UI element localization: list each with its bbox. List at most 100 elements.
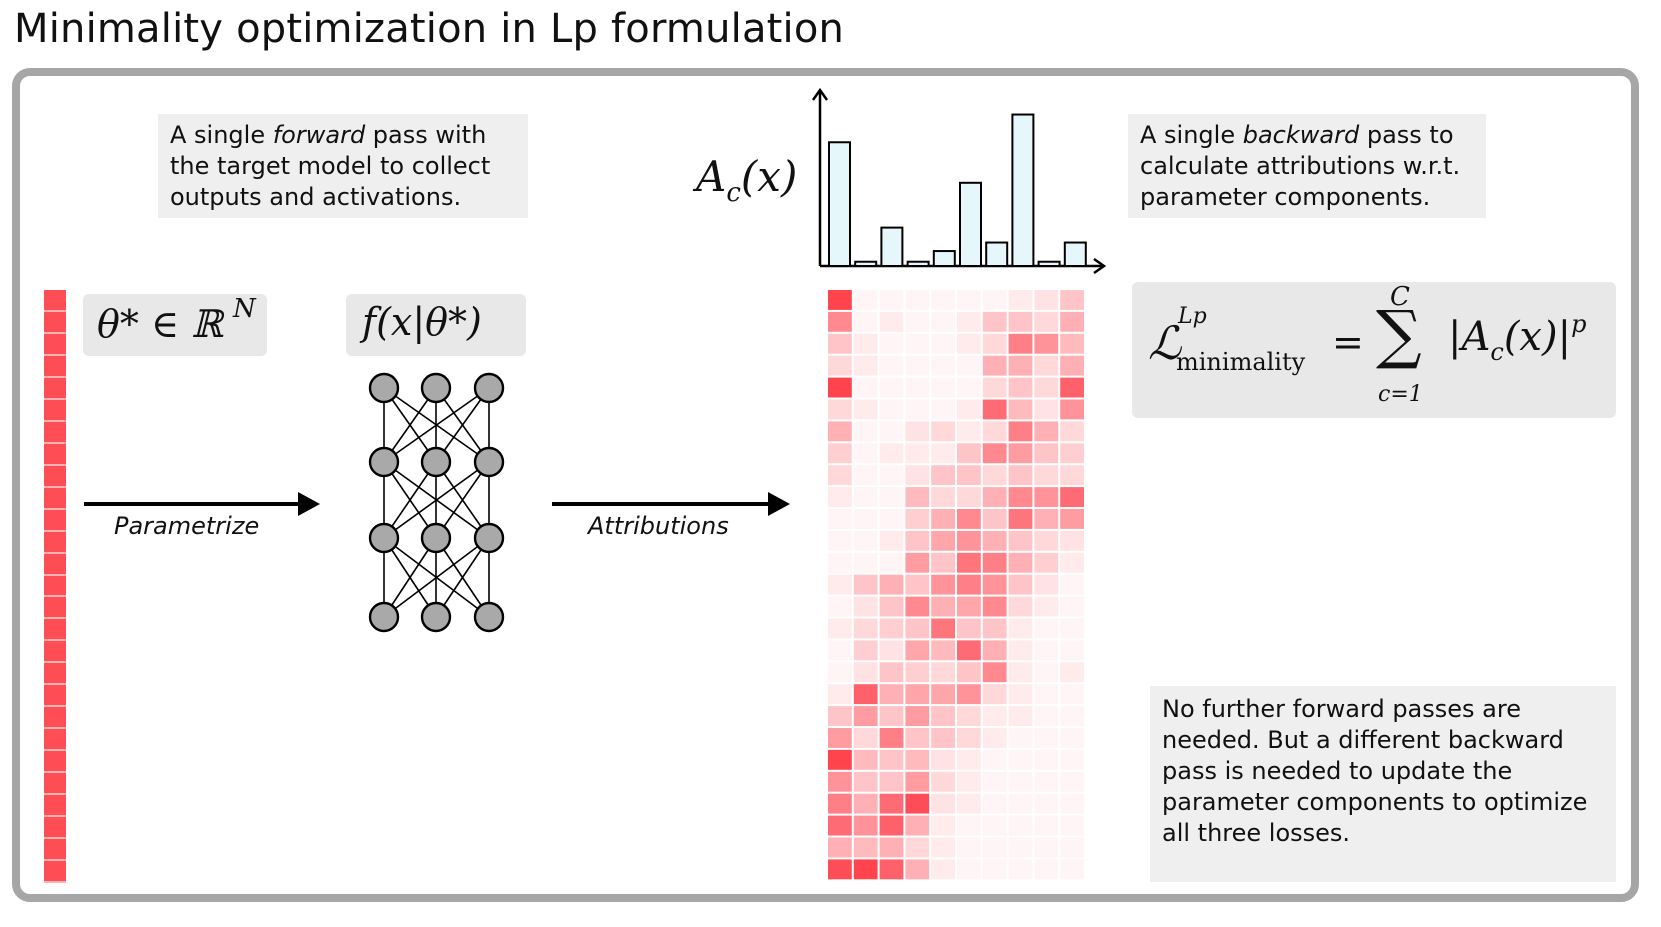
heatmap-cell [957, 311, 981, 332]
heatmap-cell [1060, 487, 1084, 507]
heatmap-cell [982, 399, 1007, 420]
heatmap-cell [905, 749, 930, 770]
heatmap-cell [1060, 399, 1084, 420]
heatmap-cell [1060, 684, 1084, 705]
heatmap-cell [931, 311, 955, 332]
heatmap-cell [828, 771, 852, 792]
parameter-cell [44, 355, 66, 378]
heatmap-cell [1008, 399, 1033, 420]
heatmap-cell [1008, 749, 1033, 770]
backward-pass-note: A single backward pass to calculate attr… [1128, 114, 1486, 218]
network-node [420, 372, 452, 404]
heatmap-cell [879, 355, 904, 376]
heatmap-cell [982, 574, 1007, 595]
sum-lower-limit: c=1 [1378, 382, 1423, 407]
heatmap-cell [931, 465, 955, 486]
theta-expression: θ* ∈ ℝ [97, 302, 223, 346]
heatmap-cell [1008, 728, 1033, 748]
network-node [420, 601, 452, 633]
heatmap-cell [853, 443, 878, 464]
attribution-bar-chart [811, 87, 1107, 275]
heatmap-cell [853, 290, 878, 310]
heatmap-cell [905, 399, 930, 420]
heatmap-cell [905, 596, 930, 617]
network-node [368, 522, 400, 554]
parameter-cell [44, 443, 66, 466]
heatmap-cell [828, 421, 852, 442]
heatmap-cell [982, 815, 1007, 836]
heatmap-cell [828, 552, 852, 573]
heatmap-cell [982, 487, 1007, 507]
page-title: Minimality optimization in Lp formulatio… [14, 6, 845, 52]
heatmap-cell [1060, 421, 1084, 442]
heatmap-cell [1060, 815, 1084, 836]
attribution-bar [828, 141, 851, 267]
heatmap-cell [879, 552, 904, 573]
heatmap-cell [931, 684, 955, 705]
heatmap-cell [1008, 793, 1033, 814]
heatmap-cell [828, 728, 852, 748]
heatmap-cell [1008, 574, 1033, 595]
heatmap-cell [982, 443, 1007, 464]
heatmap-cell [1008, 859, 1033, 880]
parameter-cell [44, 707, 66, 730]
attribution-bar [985, 241, 1009, 268]
heatmap-cell [828, 355, 852, 376]
parameter-cell [44, 399, 66, 422]
neural-network-icon [368, 372, 505, 633]
heatmap-cell [828, 684, 852, 705]
heatmap-cell [957, 465, 981, 486]
heatmap-cell [1060, 465, 1084, 486]
heatmap-cell [905, 815, 930, 836]
heatmap-cell [982, 859, 1007, 880]
heatmap-cell [931, 530, 955, 551]
heatmap-cell [982, 311, 1007, 332]
heatmap-cell [957, 793, 981, 814]
heatmap-cell [828, 793, 852, 814]
heatmap-cell [828, 749, 852, 770]
heatmap-cell [982, 552, 1007, 573]
parameter-cell [44, 839, 66, 862]
parameter-cell [44, 311, 66, 334]
model-function-expression: f(x|θ*) [362, 300, 482, 344]
heatmap-cell [1034, 837, 1059, 858]
heatmap-cell [982, 596, 1007, 617]
heatmap-cell [853, 465, 878, 486]
attribution-bar [959, 181, 982, 267]
heatmap-cell [1034, 355, 1059, 376]
network-node [473, 446, 505, 478]
heatmap-cell [853, 333, 878, 354]
heatmap-cell [853, 377, 878, 398]
heatmap-cell [1008, 290, 1033, 310]
heatmap-cell [879, 706, 904, 726]
parametrize-arrowhead [298, 492, 320, 516]
parameter-cell [44, 333, 66, 356]
heatmap-cell [982, 530, 1007, 551]
parameter-cell [44, 685, 66, 708]
heatmap-cell [905, 290, 930, 310]
parameter-cell [44, 487, 66, 510]
attribution-bar [932, 250, 956, 267]
forward-pass-note: A single forward pass with the target mo… [158, 114, 528, 218]
heatmap-cell [879, 290, 904, 310]
heatmap-cell [905, 728, 930, 748]
network-edge [435, 537, 490, 618]
heatmap-cell [931, 443, 955, 464]
heatmap-cell [1008, 552, 1033, 573]
parameter-cell [44, 729, 66, 752]
heatmap-cell [1034, 377, 1059, 398]
heatmap-cell [982, 771, 1007, 792]
heatmap-cell [1008, 465, 1033, 486]
heatmap-cell [879, 684, 904, 705]
heatmap-cell [931, 596, 955, 617]
heatmap-cell [931, 377, 955, 398]
heatmap-cell [828, 530, 852, 551]
heatmap-cell [853, 311, 878, 332]
heatmap-cell [853, 771, 878, 792]
heatmap-cell [957, 662, 981, 683]
heatmap-cell [879, 837, 904, 858]
heatmap-cell [982, 728, 1007, 748]
network-edge [383, 387, 490, 463]
sum-body-tail: (x)| [1503, 314, 1572, 360]
heatmap-cell [828, 815, 852, 836]
